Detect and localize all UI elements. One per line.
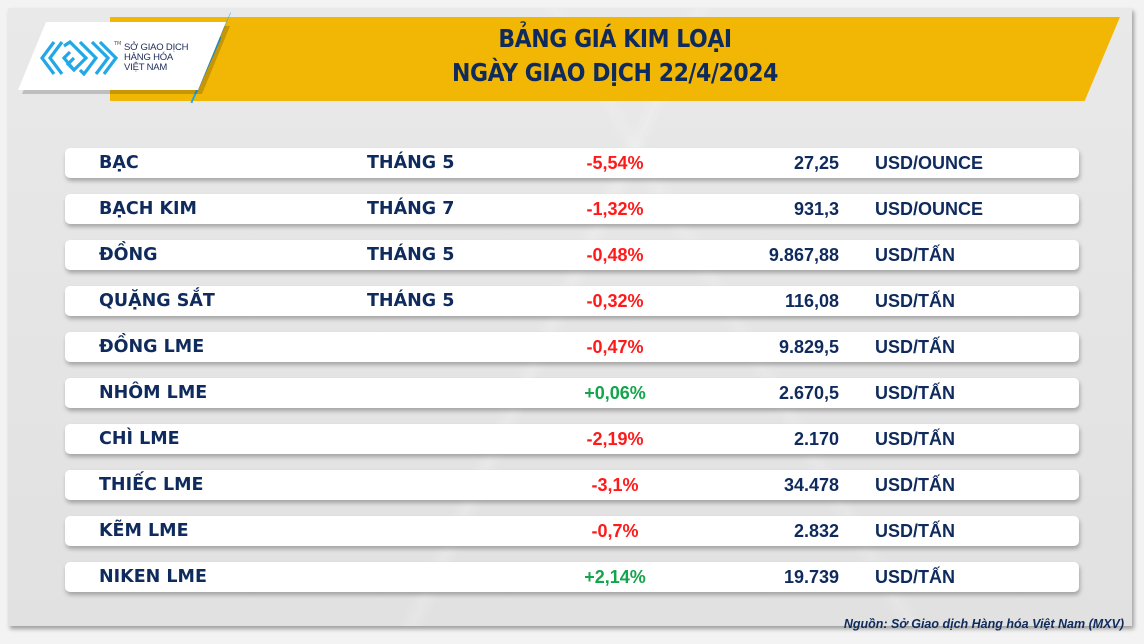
change-percent: -2,19%	[586, 429, 644, 449]
price-value: 9.867,88	[768, 245, 839, 265]
commodity-name: ĐỒNG LME	[99, 337, 205, 357]
commodity-name: NIKEN LME	[99, 567, 207, 587]
price-unit: USD/TẤN	[875, 337, 955, 357]
price-value: 116,08	[784, 291, 839, 311]
change-percent: -1,32%	[586, 199, 644, 219]
price-unit: USD/TẤN	[875, 521, 955, 541]
commodity-name: CHÌ LME	[99, 429, 180, 449]
price-unit: USD/TẤN	[875, 429, 955, 449]
source-note: Nguồn: Sở Giao dịch Hàng hóa Việt Nam (M…	[843, 617, 1124, 631]
commodity-name: QUẶNG SẮT	[99, 291, 215, 311]
price-unit: USD/TẤN	[875, 245, 955, 265]
price-unit: USD/TẤN	[875, 475, 955, 495]
price-unit: USD/TẤN	[875, 291, 955, 311]
table-row: KẼM LME -0,7% 2.832 USD/TẤN	[65, 516, 1079, 546]
change-percent: -0,47%	[586, 337, 644, 357]
price-value: 9.829,5	[778, 337, 839, 357]
table-row: NHÔM LME +0,06% 2.670,5 USD/TẤN	[65, 378, 1079, 408]
contract-month: THÁNG 7	[367, 199, 455, 219]
table-row: CHÌ LME -2,19% 2.170 USD/TẤN	[65, 424, 1079, 454]
commodity-name: NHÔM LME	[99, 383, 208, 403]
change-percent: -3,1%	[591, 475, 639, 495]
price-unit: USD/TẤN	[875, 383, 955, 403]
commodity-name: KẼM LME	[99, 521, 189, 541]
table-row: ĐỒNG LME -0,47% 9.829,5 USD/TẤN	[65, 332, 1079, 362]
price-value: 34.478	[783, 475, 839, 495]
table-row: BẠC THÁNG 5 -5,54% 27,25 USD/OUNCE	[65, 148, 1079, 178]
logo-text-line-3: VIỆT NAM	[124, 62, 168, 73]
price-unit: USD/TẤN	[875, 567, 955, 587]
table-row: NIKEN LME +2,14% 19.739 USD/TẤN	[65, 562, 1079, 592]
contract-month: THÁNG 5	[367, 291, 455, 311]
logo-text-line-1: SỞ GIAO DỊCH	[124, 42, 189, 53]
change-percent: +2,14%	[584, 567, 646, 587]
price-value: 931,3	[793, 199, 839, 219]
title-line-1: BẢNG GIÁ KIM LOẠI	[498, 24, 732, 53]
contract-month: THÁNG 5	[367, 245, 455, 265]
price-value: 2.670,5	[778, 383, 839, 403]
mxv-logo-icon	[40, 40, 118, 76]
table-row: QUẶNG SẮT THÁNG 5 -0,32% 116,08 USD/TẤN	[65, 286, 1079, 316]
price-value: 27,25	[793, 153, 839, 173]
price-value: 2.170	[793, 429, 839, 449]
logo-trademark: TM	[114, 41, 122, 47]
change-percent: -0,48%	[586, 245, 644, 265]
commodity-name: BẠC	[99, 153, 139, 173]
logo-text-line-2: HÀNG HÓA	[124, 52, 174, 63]
change-percent: -5,54%	[586, 153, 644, 173]
title-line-2: NGÀY GIAO DỊCH 22/4/2024	[452, 58, 778, 87]
table-row: THIẾC LME -3,1% 34.478 USD/TẤN	[65, 470, 1079, 500]
change-percent: -0,32%	[586, 291, 644, 311]
commodity-name: ĐỒNG	[99, 245, 158, 265]
page-title: BẢNG GIÁ KIM LOẠI NGÀY GIAO DỊCH 22/4/20…	[250, 22, 980, 90]
commodity-name: BẠCH KIM	[99, 199, 197, 219]
price-unit: USD/OUNCE	[875, 199, 984, 219]
price-value: 19.739	[783, 567, 839, 587]
price-unit: USD/OUNCE	[875, 153, 984, 173]
change-percent: -0,7%	[591, 521, 639, 541]
table-row: BẠCH KIM THÁNG 7 -1,32% 931,3 USD/OUNCE	[65, 194, 1079, 224]
price-value: 2.832	[793, 521, 839, 541]
contract-month: THÁNG 5	[367, 153, 455, 173]
title-banner	[110, 17, 1120, 101]
table-row: ĐỒNG THÁNG 5 -0,48% 9.867,88 USD/TẤN	[65, 240, 1079, 270]
commodity-name: THIẾC LME	[99, 475, 204, 495]
logo-text: SỞ GIAO DỊCH HÀNG HÓA VIỆT NAM	[124, 42, 189, 73]
change-percent: +0,06%	[584, 383, 646, 403]
